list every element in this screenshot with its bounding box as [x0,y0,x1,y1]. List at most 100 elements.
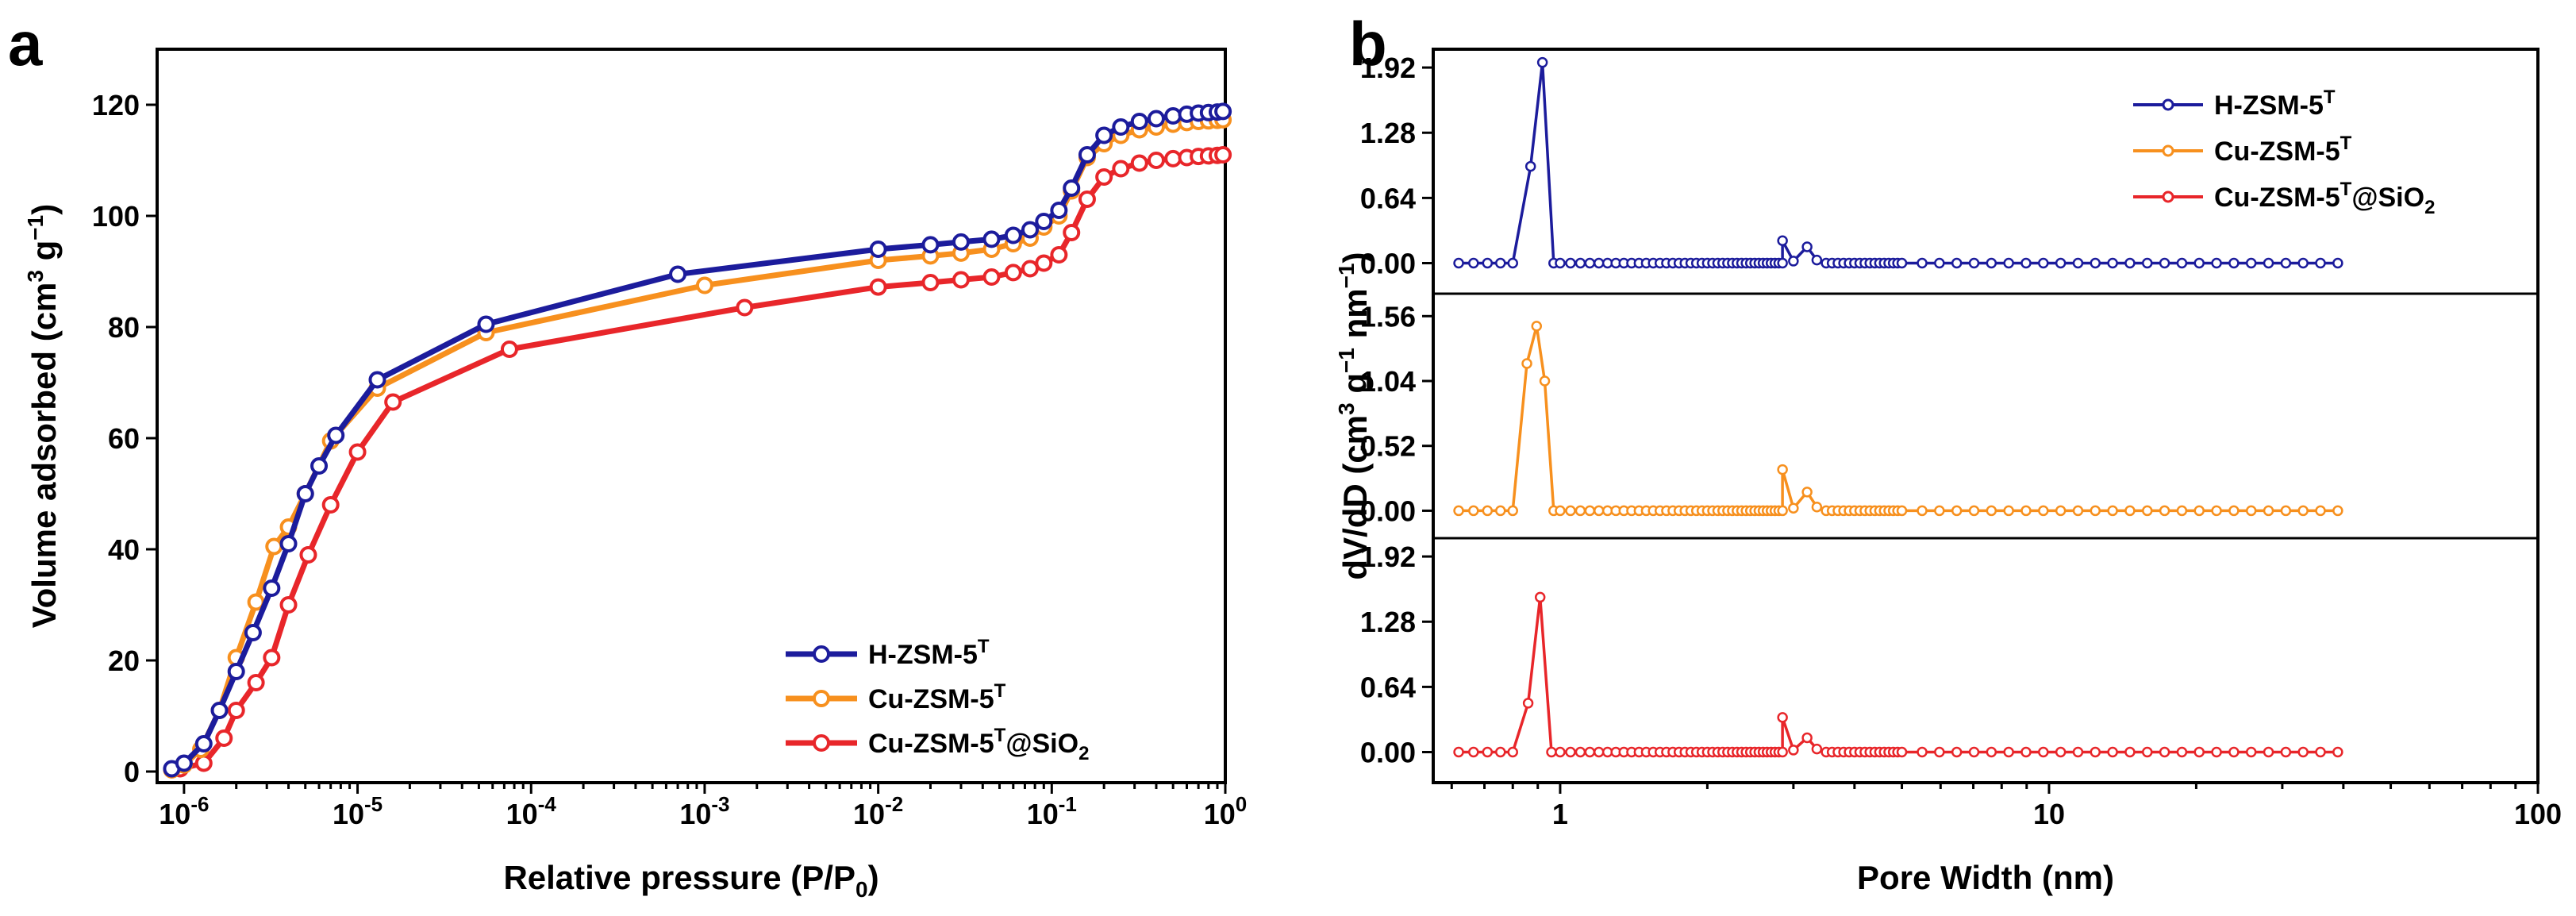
data-point [2315,257,2326,269]
data-point [2193,257,2205,269]
y-tick-label: 80 [108,311,140,344]
data-point [695,276,713,294]
y-tick-label: 0.00 [1360,495,1416,527]
data-point [1574,746,1586,758]
data-point [1147,110,1165,128]
data-point [1147,152,1165,169]
x-tick-label: 10-4 [506,792,557,830]
data-point [1078,146,1096,164]
y-tick-label: 0 [124,756,140,788]
data-point [1951,505,1963,517]
data-point [310,457,329,475]
data-point [1453,257,1464,269]
legend-label: H-ZSM-5T [2214,87,2336,121]
data-point [1777,746,1788,758]
data-point [175,754,193,772]
data-point [296,485,314,502]
panel-b-series [1453,56,2343,758]
data-point [2072,505,2084,517]
data-point [1004,264,1022,282]
data-point [1112,118,1130,136]
data-point [1164,149,1182,167]
data-point [1468,505,1479,517]
data-point [1522,698,1534,709]
data-point [321,496,340,514]
data-point [2193,505,2205,517]
x-tick-label: 1 [1552,798,1568,830]
data-point [1801,732,1813,744]
data-point [1531,321,1543,332]
data-point [2107,746,2118,758]
data-point [2332,505,2343,517]
data-point [1986,505,1997,517]
data-point [1777,712,1788,723]
data-point [1968,257,1980,269]
data-point [2072,746,2084,758]
data-point [2090,505,2101,517]
data-point [2297,505,2309,517]
panel-b-x-ticks: 1 10 100 [1450,783,2562,830]
panel-a-x-ticks: 10-6 10-5 10-4 10-3 10-2 10-1 100 [159,783,1247,830]
data-point [2332,257,2343,269]
data-point [299,546,317,564]
y-tick-label: 40 [108,533,140,566]
y-tick-label: 0.64 [1360,671,1416,703]
data-point [2142,505,2153,517]
data-point [2038,505,2049,517]
x-tick-label: 10-5 [333,792,383,830]
data-point [2280,746,2292,758]
data-point [279,535,298,552]
data-point [2315,505,2326,517]
legend-label: Cu-ZSM-5T@SiO2 [2214,179,2435,218]
legend-label: Cu-ZSM-5T@SiO2 [868,725,1089,764]
data-point [263,649,281,667]
x-tick-label: 100 [1204,792,1248,830]
data-point [1811,254,1823,266]
data-point [952,271,970,289]
data-point [1777,257,1788,269]
data-point [2176,746,2188,758]
data-point [2124,746,2136,758]
data-point [1524,160,1536,172]
data-point [2176,505,2188,517]
data-point [1050,202,1068,219]
data-point [2228,505,2240,517]
y-tick-label: 60 [108,422,140,455]
data-point [1507,257,1518,269]
data-point [1214,146,1232,164]
data-point [2055,257,2067,269]
data-point [1130,113,1148,130]
data-point [1968,505,1980,517]
data-point [1078,191,1096,208]
data-point [1495,746,1506,758]
panel-b-legend: H-ZSM-5T Cu-ZSM-5T Cu-ZSM-5T@SiO2 [2133,87,2435,218]
panel-a-x-axis-title: Relative pressure (P/P0) [503,859,879,902]
data-point [2072,257,2084,269]
data-point [2142,746,2153,758]
data-point [869,278,887,296]
y-tick-label: 20 [108,645,140,677]
series-line [1459,325,2338,513]
data-point [1507,746,1518,758]
data-point [1788,502,1799,514]
data-point [1584,257,1596,269]
data-point [2280,257,2292,269]
data-point [1164,107,1182,125]
data-point [227,702,245,719]
data-point [215,729,233,747]
data-point [477,315,495,333]
data-point [2003,257,2014,269]
data-point [2107,257,2118,269]
data-point [2315,746,2326,758]
data-point [2159,257,2170,269]
data-point [1112,160,1130,178]
data-point [1453,746,1464,758]
data-point [265,537,283,556]
x-tick-label: 10 [2033,798,2065,830]
data-point [327,426,345,445]
legend-marker [813,690,830,707]
data-point [1536,56,1548,68]
data-point [1565,257,1576,269]
data-point [279,596,298,614]
